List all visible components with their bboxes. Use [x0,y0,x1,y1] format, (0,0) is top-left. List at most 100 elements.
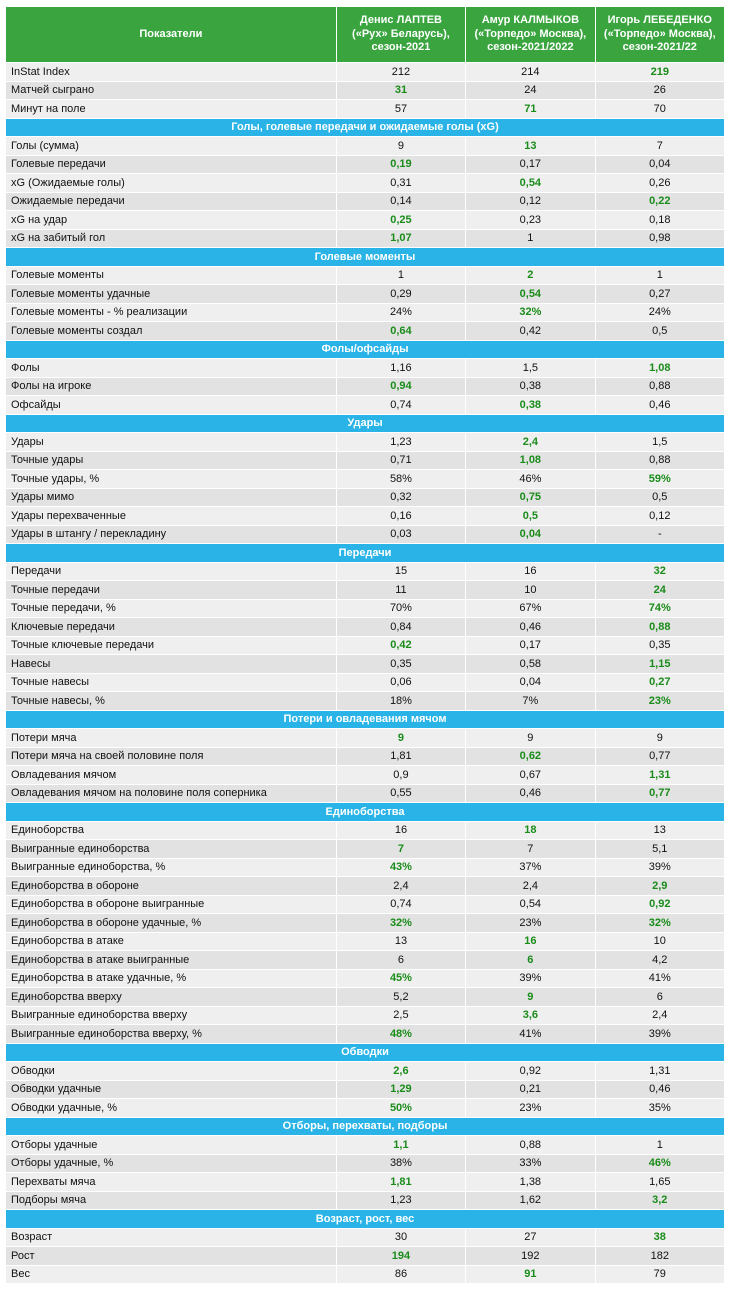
table-head: Показатели Денис ЛАПТЕВ («Рух» Беларусь)… [5,6,726,63]
stat-value: 0,16 [335,506,467,526]
stat-value: 16 [465,561,596,581]
stat-value-best: 31 [335,80,467,100]
stat-value-best: 9 [465,987,596,1007]
stat-value: 6 [335,950,467,970]
stat-value-best: 32% [594,913,726,933]
stat-value: 214 [465,62,596,82]
stat-value: 24% [335,302,467,322]
stat-value: 0,88 [594,450,726,470]
table-row: Голевые моменты 1 2 1 [5,265,726,285]
table-row: Единоборства в обороне выигранные 0,74 0,5… [5,894,726,914]
stat-value: 1 [594,1135,726,1155]
row-label: Единоборства в атаке [5,931,337,951]
row-label: Офсайды [5,395,337,415]
table-row: Отборы удачные 1,1 0,88 1 [5,1135,726,1155]
stat-value-best: 2,9 [594,876,726,896]
stat-value: 86 [335,1264,467,1284]
row-label: Голы (сумма) [5,136,337,156]
row-label: Ожидаемые передачи [5,191,337,211]
section-header-row: Удары [5,413,725,433]
stat-value: 15 [335,561,467,581]
stat-value: 2,4 [465,876,596,896]
row-label: Выигранные единоборства, % [5,857,337,877]
table-row: Точные удары 0,71 1,08 0,88 [5,450,726,470]
row-label: Голевые моменты [5,265,337,285]
stat-value-best: 0,38 [465,395,596,415]
row-label: Удары мимо [5,487,337,507]
stat-value: 1,5 [594,432,726,452]
row-label: Точные удары, % [5,469,337,489]
stat-value: 0,71 [335,450,467,470]
stat-value: 1,62 [465,1190,596,1210]
row-label: Единоборства в обороне удачные, % [5,913,337,933]
table-row: Обводки удачные 1,29 0,21 0,46 [5,1079,726,1099]
row-label: Овладевания мячом на половине поля сопер… [5,783,337,803]
stat-value: 41% [465,1024,596,1044]
row-label: Точные передачи [5,580,337,600]
stat-value: 0,06 [335,672,467,692]
stat-value: 5,2 [335,987,467,1007]
stat-value-best: 0,27 [594,672,726,692]
row-label: Единоборства вверху [5,987,337,1007]
stat-value: 9 [335,136,467,156]
header-player-1: Денис ЛАПТЕВ («Рух» Беларусь), сезон-202… [335,6,467,63]
table-row: Матчей сыграно 31 24 26 [5,80,726,100]
stat-value: 13 [594,820,726,840]
table-row: Голевые моменты создал 0,64 0,42 0,5 [5,321,726,341]
stat-value: 0,58 [465,654,596,674]
stat-value-best: 9 [335,728,467,748]
stat-value-best: 43% [335,857,467,877]
stat-value: 0,5 [594,487,726,507]
row-label: Удары в штангу / перекладину [5,524,337,544]
row-label: Отборы удачные [5,1135,337,1155]
stat-value: 70 [594,99,726,119]
stat-value: 0,74 [335,395,467,415]
stat-value-best: 1,08 [594,358,726,378]
table-row: xG (Ожидаемые голы) 0,31 0,54 0,26 [5,173,726,193]
row-label: Единоборства [5,820,337,840]
stat-value: 1,23 [335,432,467,452]
row-label: Обводки [5,1061,337,1081]
table-row: Выигранные единоборства, % 43% 37% 39% [5,857,726,877]
stat-value-best: 2 [465,265,596,285]
stat-value-best: 3,2 [594,1190,726,1210]
stat-value: 7% [465,691,596,711]
stat-value: 23% [465,913,596,933]
stat-value: 1,38 [465,1172,596,1192]
stat-value-best: 18 [465,820,596,840]
table-row: Возраст 30 27 38 [5,1227,726,1247]
table-row: Точные навесы 0,06 0,04 0,27 [5,672,726,692]
stat-value-best: 0,94 [335,376,467,396]
table-row: Единоборства в атаке удачные, % 45% 39% 41% [5,968,726,988]
stat-value: 0,17 [465,154,596,174]
table-row: Голевые моменты удачные 0,29 0,54 0,27 [5,284,726,304]
table-row: Голевые передачи 0,19 0,17 0,04 [5,154,726,174]
stat-value-best: 1,07 [335,228,467,248]
stat-value: 39% [594,1024,726,1044]
header-player-3: Игорь ЛЕБЕДЕНКО («Торпедо» Москва), сезо… [594,6,726,63]
stat-value-best: 1,08 [465,450,596,470]
header-player-2: Амур КАЛМЫКОВ («Торпедо» Москва), сезон-… [465,6,596,63]
row-label: Минут на поле [5,99,337,119]
stat-value: 1 [465,228,596,248]
row-label: Подборы мяча [5,1190,337,1210]
stat-value-best: 32% [335,913,467,933]
stat-value: 9 [594,728,726,748]
table-row: xG на удар 0,25 0,23 0,18 [5,210,726,230]
section-header-row: Голы, голевые передачи и ожидаемые голы … [5,117,725,137]
row-label: Передачи [5,561,337,581]
row-label: Единоборства в атаке удачные, % [5,968,337,988]
row-label: Потери мяча на своей половине поля [5,746,337,766]
table-row: Точные навесы, % 18% 7% 23% [5,691,726,711]
stat-value: 0,92 [465,1061,596,1081]
stat-value: 18% [335,691,467,711]
row-label: Навесы [5,654,337,674]
table-row: Единоборства в атаке 13 16 10 [5,931,726,951]
stat-value-best: 0,04 [465,524,596,544]
stat-value: 1,65 [594,1172,726,1192]
row-label: Точные навесы, % [5,691,337,711]
table-row: Единоборства 16 18 13 [5,820,726,840]
stat-value: 70% [335,598,467,618]
table-row: Удары мимо 0,32 0,75 0,5 [5,487,726,507]
stat-value: 37% [465,857,596,877]
